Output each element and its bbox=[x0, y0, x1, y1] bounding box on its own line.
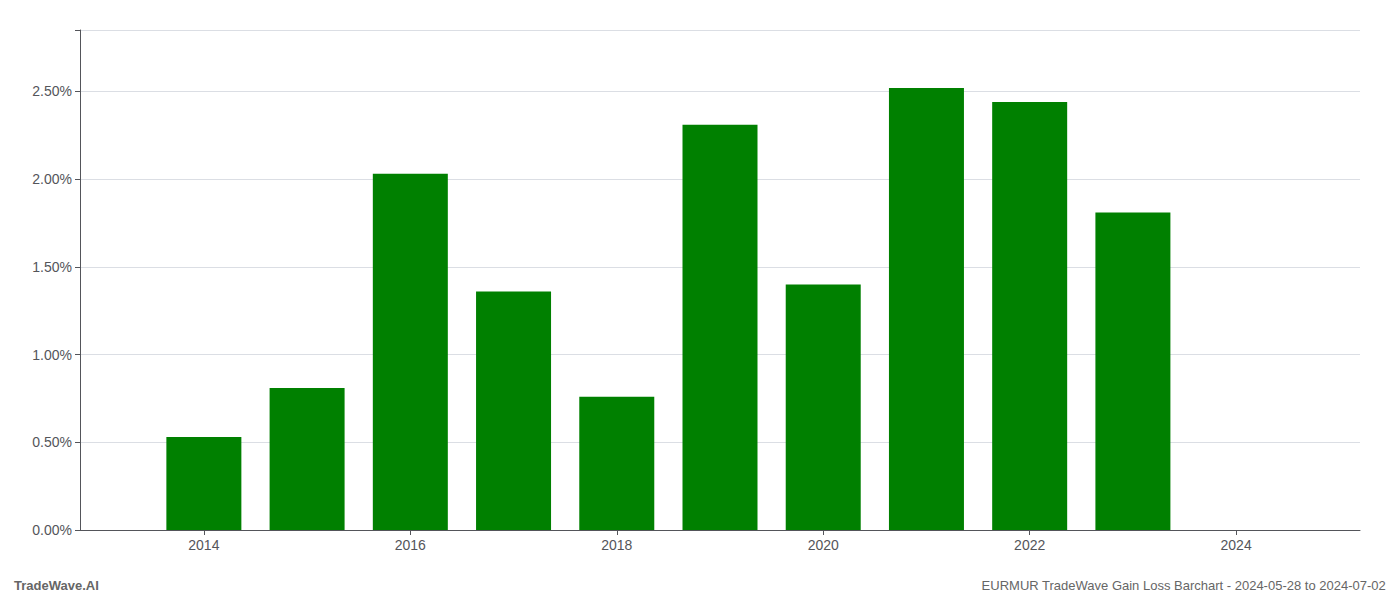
svg-text:0.50%: 0.50% bbox=[32, 434, 72, 450]
svg-text:2014: 2014 bbox=[188, 537, 219, 553]
svg-text:2022: 2022 bbox=[1014, 537, 1045, 553]
svg-text:2.00%: 2.00% bbox=[32, 171, 72, 187]
svg-text:2016: 2016 bbox=[395, 537, 426, 553]
svg-text:EURMUR TradeWave Gain Loss Bar: EURMUR TradeWave Gain Loss Barchart - 20… bbox=[982, 578, 1386, 593]
svg-text:2018: 2018 bbox=[601, 537, 632, 553]
svg-text:1.50%: 1.50% bbox=[32, 259, 72, 275]
svg-text:2.50%: 2.50% bbox=[32, 83, 72, 99]
svg-text:0.00%: 0.00% bbox=[32, 522, 72, 538]
svg-text:1.00%: 1.00% bbox=[32, 347, 72, 363]
svg-text:2020: 2020 bbox=[808, 537, 839, 553]
svg-text:TradeWave.AI: TradeWave.AI bbox=[14, 578, 99, 593]
svg-text:2024: 2024 bbox=[1221, 537, 1252, 553]
